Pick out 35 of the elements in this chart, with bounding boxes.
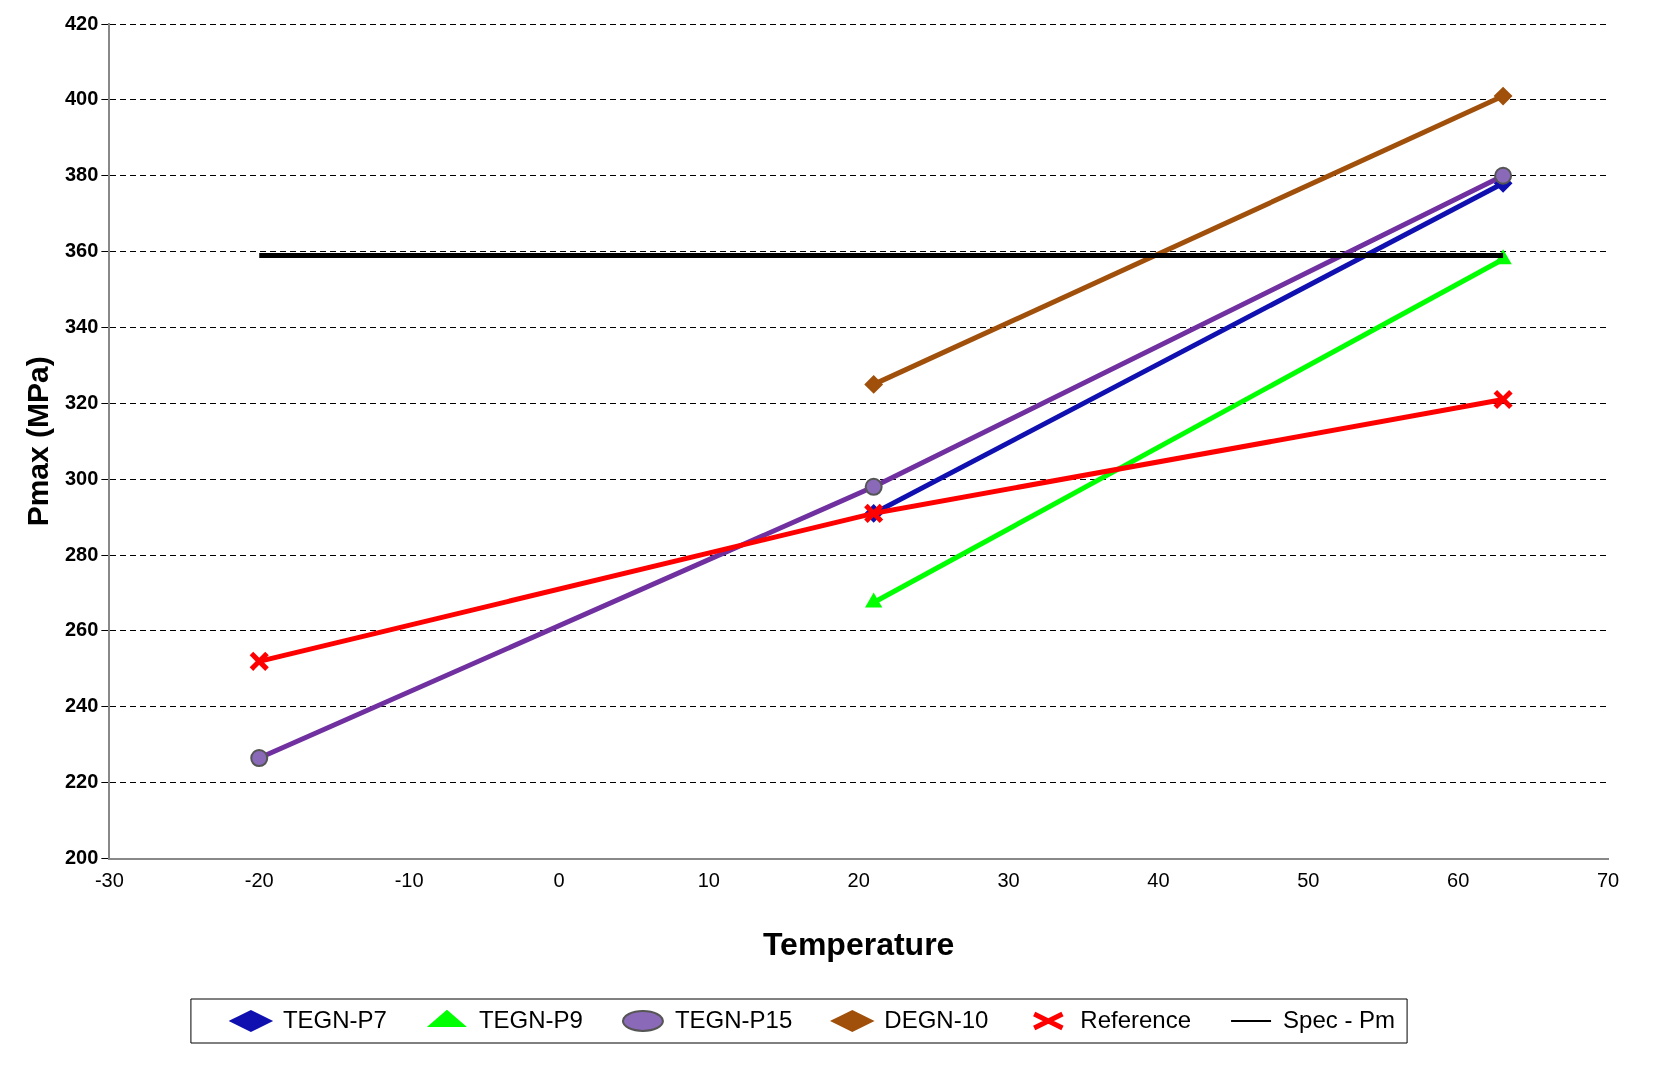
y-tick-label: 400 (64, 87, 99, 110)
x-tick-label: 70 (1596, 869, 1620, 892)
y-tick-label: 420 (64, 11, 99, 34)
point (1492, 389, 1514, 410)
point (1494, 87, 1513, 106)
x-tick-label: 20 (847, 869, 870, 892)
legend-label: Reference (1080, 1005, 1192, 1033)
x-tick-label: 50 (1297, 869, 1320, 892)
x-tick-label: 30 (997, 869, 1020, 892)
y-tick-label: 280 (64, 542, 99, 565)
x-axis-title: Temperature (762, 925, 955, 962)
legend-label: DEGN-10 (884, 1005, 989, 1033)
x-tick-label: 10 (697, 869, 720, 892)
legend-label: Spec - Pm (1283, 1005, 1396, 1033)
y-tick-label: 300 (64, 466, 99, 489)
point (864, 375, 883, 394)
y-tick-label: 380 (64, 163, 99, 186)
y-tick-label: 360 (64, 239, 99, 262)
point (248, 651, 270, 672)
x-tick-label: 40 (1147, 869, 1170, 892)
x-tick-label: 0 (553, 869, 565, 892)
x-tick-label: -30 (94, 869, 124, 892)
y-tick-label: 200 (64, 846, 99, 869)
legend-label: TEGN-P9 (478, 1005, 583, 1033)
y-axis-title: Pmax (MPa) (21, 356, 55, 527)
legend-label: TEGN-P15 (674, 1005, 793, 1033)
y-tick-label: 340 (64, 315, 99, 338)
x-tick-label: -10 (394, 869, 424, 892)
legend-label: TEGN-P7 (282, 1005, 387, 1033)
y-tick-label: 260 (64, 618, 99, 641)
x-tick-label: 60 (1447, 869, 1470, 892)
y-tick-label: 220 (64, 770, 99, 793)
y-tick-label: 240 (64, 694, 99, 717)
y-tick-label: 320 (64, 390, 99, 413)
x-tick-label: -20 (244, 869, 274, 892)
